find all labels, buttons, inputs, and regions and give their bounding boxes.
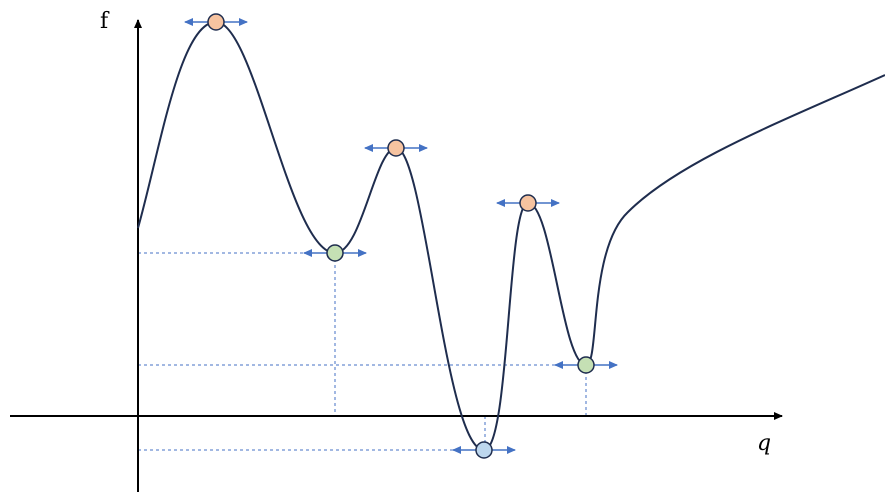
local-maximum-marker	[519, 194, 537, 212]
local-minimum-point	[554, 356, 618, 374]
local-maximum-point	[184, 13, 248, 31]
local-maximum-marker	[207, 13, 225, 31]
local-minimum-marker	[577, 356, 595, 374]
local-maximum-marker	[387, 139, 405, 157]
local-minimum-marker	[326, 244, 344, 262]
local-minimum-point	[303, 244, 367, 262]
axes: f q	[10, 9, 783, 492]
local-maximum-point	[364, 139, 428, 157]
local-maximum-point	[496, 194, 560, 212]
global-minimum-point	[452, 441, 516, 459]
energy-curve	[137, 20, 885, 452]
y-axis-label: f	[100, 9, 110, 34]
global-minimum-marker	[475, 441, 493, 459]
guide-lines	[138, 252, 587, 451]
x-axis-label: q	[757, 431, 771, 456]
stationary-points	[184, 13, 618, 459]
